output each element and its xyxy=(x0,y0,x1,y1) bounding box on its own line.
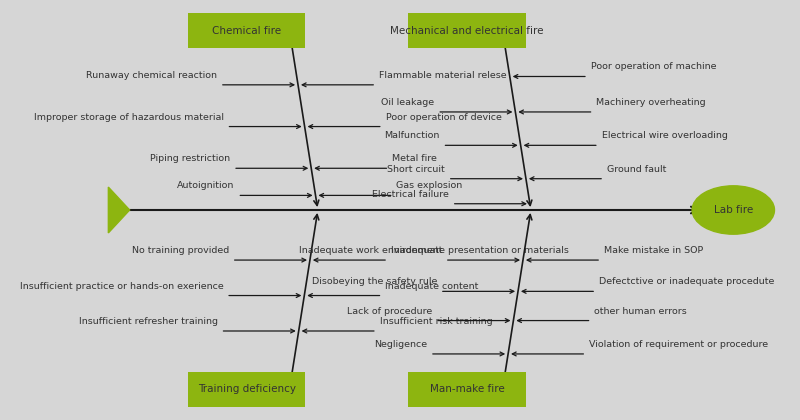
FancyBboxPatch shape xyxy=(408,372,526,407)
Text: Inadequate work environment: Inadequate work environment xyxy=(298,246,442,255)
Text: Mechanical and electrical fire: Mechanical and electrical fire xyxy=(390,26,544,36)
Text: Disobeying the safety rule: Disobeying the safety rule xyxy=(312,277,437,286)
FancyBboxPatch shape xyxy=(408,13,526,48)
Text: Lab fire: Lab fire xyxy=(714,205,753,215)
Text: Make mistake in SOP: Make mistake in SOP xyxy=(604,246,703,255)
Text: Training deficiency: Training deficiency xyxy=(198,384,296,394)
Text: Oil leakage: Oil leakage xyxy=(382,98,434,107)
Text: other human errors: other human errors xyxy=(594,307,687,315)
Text: Piping restriction: Piping restriction xyxy=(150,154,230,163)
Text: Poor operation of machine: Poor operation of machine xyxy=(590,63,716,71)
Text: Malfunction: Malfunction xyxy=(384,131,440,140)
Text: Negligence: Negligence xyxy=(374,340,427,349)
Text: Poor operation of device: Poor operation of device xyxy=(386,113,502,121)
Text: Improper storage of hazardous material: Improper storage of hazardous material xyxy=(34,113,224,121)
Text: Inadequate content: Inadequate content xyxy=(386,281,478,291)
Text: Insufficient practice or hands-on exerience: Insufficient practice or hands-on exerie… xyxy=(19,281,223,291)
Text: Short circuit: Short circuit xyxy=(387,165,445,174)
Text: Metal fire: Metal fire xyxy=(392,154,437,163)
Text: Insufficient risk training: Insufficient risk training xyxy=(380,317,492,326)
Text: Violation of requirement or procedure: Violation of requirement or procedure xyxy=(589,340,768,349)
FancyBboxPatch shape xyxy=(188,13,306,48)
Text: Machinery overheating: Machinery overheating xyxy=(596,98,706,107)
Text: Autoignition: Autoignition xyxy=(178,181,234,190)
Text: Electrical wire overloading: Electrical wire overloading xyxy=(602,131,727,140)
Text: Insufficient refresher training: Insufficient refresher training xyxy=(78,317,218,326)
FancyBboxPatch shape xyxy=(188,372,306,407)
Text: Runaway chemical reaction: Runaway chemical reaction xyxy=(86,71,217,80)
Text: Inadequate presentation or materials: Inadequate presentation or materials xyxy=(391,246,569,255)
Circle shape xyxy=(692,186,774,234)
Text: Chemical fire: Chemical fire xyxy=(212,26,282,36)
Text: Defectctive or inadequate procedute: Defectctive or inadequate procedute xyxy=(599,277,774,286)
Text: Flammable material relese: Flammable material relese xyxy=(379,71,506,80)
Text: Lack of procedure: Lack of procedure xyxy=(347,307,433,315)
Text: No training provided: No training provided xyxy=(132,246,229,255)
Text: Electrical failure: Electrical failure xyxy=(372,190,449,199)
Text: Ground fault: Ground fault xyxy=(607,165,666,174)
Text: Man-make fire: Man-make fire xyxy=(430,384,504,394)
Polygon shape xyxy=(108,187,130,233)
Text: Gas explosion: Gas explosion xyxy=(397,181,462,190)
